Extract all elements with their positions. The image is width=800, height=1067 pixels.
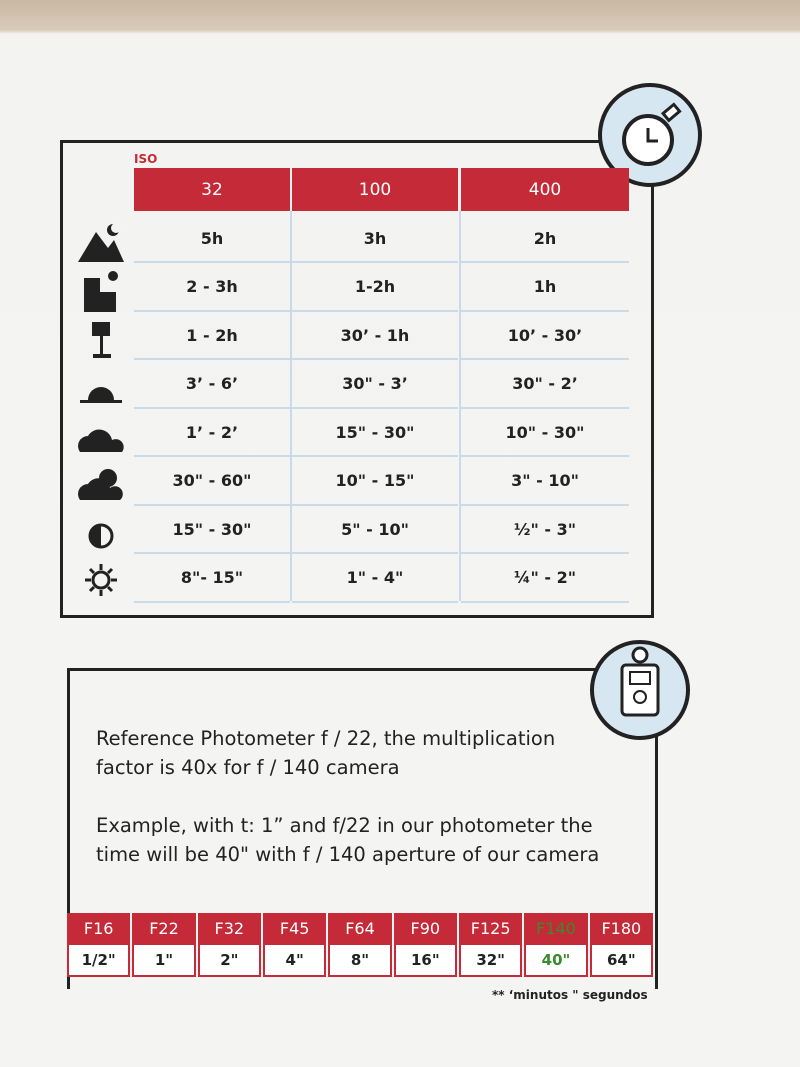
- f-stop: F22: [132, 913, 196, 943]
- iso-cell: 5h: [134, 215, 290, 263]
- iso-cell: 2h: [461, 215, 629, 263]
- iso-header: 32: [134, 168, 290, 211]
- iso-cell: 15" - 30": [134, 506, 290, 554]
- iso-cell: 1-2h: [292, 264, 458, 312]
- note-line: time will be 40" with f / 140 aperture o…: [96, 843, 600, 866]
- f-stop: F64: [328, 913, 392, 943]
- f-time: 8": [328, 943, 392, 977]
- f-stop: F90: [393, 913, 457, 943]
- note-line: Reference Photometer f / 22, the multipl…: [96, 727, 556, 750]
- iso-cell: 15" - 30": [292, 409, 458, 457]
- iso-cell: 10’ - 30’: [461, 312, 629, 360]
- f-stop: F125: [459, 913, 523, 943]
- f-stop: F45: [263, 913, 327, 943]
- row-icons: [78, 223, 124, 596]
- iso-cell: 3h: [292, 215, 458, 263]
- iso-cell: 30" - 2’: [461, 361, 629, 409]
- iso-cell: 1" - 4": [292, 555, 458, 603]
- iso-cell: 30’ - 1h: [292, 312, 458, 360]
- footnote: ** ‘minutos " segundos: [492, 988, 648, 1002]
- iso-cell: 2 - 3h: [134, 264, 290, 312]
- f-time: 40": [524, 943, 588, 977]
- iso-cell: 30" - 3’: [292, 361, 458, 409]
- iso-cell: 1h: [461, 264, 629, 312]
- iso-cell: 10" - 15": [292, 458, 458, 506]
- note-line: factor is 40x for f / 140 camera: [96, 756, 400, 779]
- iso-cell: ¼" - 2": [461, 555, 629, 603]
- f-time: 1/2": [67, 943, 131, 977]
- column-divider: [290, 211, 292, 601]
- f-stop: F16: [67, 913, 131, 943]
- iso-cell: 8"- 15": [134, 555, 290, 603]
- f-time: 1": [132, 943, 196, 977]
- f-stop: F140: [524, 913, 588, 943]
- iso-cell: 5" - 10": [292, 506, 458, 554]
- iso-cell: 3’ - 6’: [134, 361, 290, 409]
- f-time: 2": [197, 943, 261, 977]
- iso-cell: ½" - 3": [461, 506, 629, 554]
- iso-cell: 3" - 10": [461, 458, 629, 506]
- column-divider: [459, 211, 461, 601]
- iso-label: ISO: [134, 152, 158, 166]
- iso-cell: 1 - 2h: [134, 312, 290, 360]
- f-time: 32": [459, 943, 523, 977]
- f-stop: F32: [197, 913, 261, 943]
- note-line: Example, with t: 1” and f/22 in our phot…: [96, 814, 593, 837]
- f-time: 4": [263, 943, 327, 977]
- iso-cell: 10" - 30": [461, 409, 629, 457]
- iso-cell: 1’ - 2’: [134, 409, 290, 457]
- f-time: 64": [589, 943, 653, 977]
- f-time: 16": [393, 943, 457, 977]
- iso-box: [60, 140, 654, 618]
- iso-header: 100: [292, 168, 458, 211]
- iso-cell: 30" - 60": [134, 458, 290, 506]
- iso-header: 400: [461, 168, 629, 211]
- note-box: [67, 668, 658, 989]
- f-stop: F180: [589, 913, 653, 943]
